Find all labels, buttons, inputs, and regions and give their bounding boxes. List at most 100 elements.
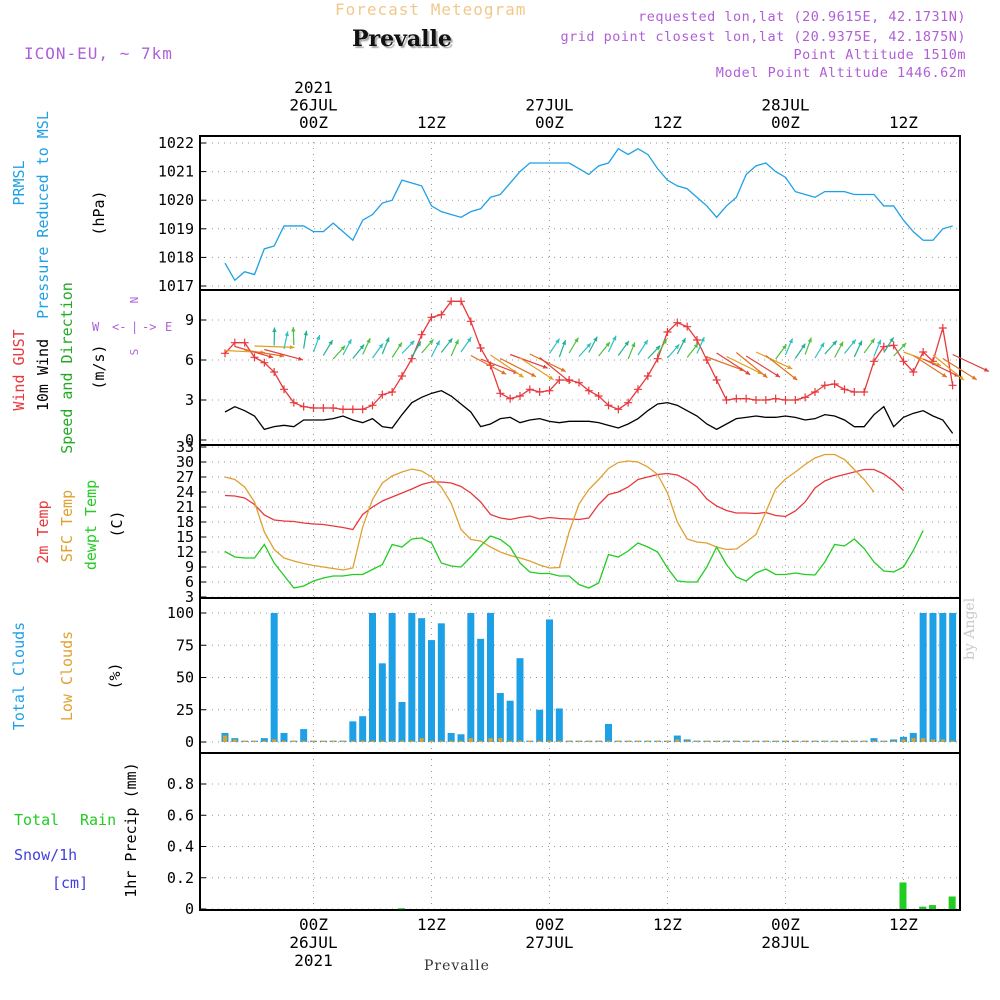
y-tick-label: 1020 — [158, 191, 194, 209]
gust-marker — [338, 405, 347, 414]
gust-marker — [810, 388, 819, 396]
wind-arrowhead — [624, 340, 629, 346]
wind-arrowhead — [839, 341, 844, 347]
time-label-top: 12Z — [653, 113, 682, 132]
time-label-bottom: 00Z — [771, 915, 800, 934]
low-clouds-bar — [694, 740, 699, 742]
low-clouds-bar — [301, 740, 306, 742]
gust-marker — [456, 297, 465, 306]
wind-arrow — [500, 357, 537, 378]
low-clouds-bar — [311, 740, 316, 742]
wind-arrowhead — [565, 378, 571, 383]
gust-marker — [860, 388, 869, 396]
wind-arrowhead — [518, 373, 524, 378]
wind-arrow — [765, 355, 798, 381]
wind-arrowhead — [693, 343, 699, 349]
gust-marker — [791, 396, 800, 404]
y-tick-label: 24 — [176, 483, 194, 501]
low-clouds-bar — [449, 740, 454, 742]
total-clouds-bar — [909, 732, 917, 742]
low-clouds-bar — [773, 740, 778, 742]
total-clouds-bar — [447, 732, 455, 742]
low-clouds-bar — [744, 740, 749, 742]
time-label-bottom: 00Z — [299, 915, 328, 934]
wind-arrowhead — [832, 340, 837, 346]
low-clouds-bar — [822, 740, 827, 742]
y-tick-label: 18 — [176, 513, 194, 531]
gust-marker — [584, 386, 593, 395]
gust-marker — [476, 344, 485, 352]
gust-marker — [604, 401, 613, 410]
gust-marker — [899, 357, 908, 366]
gust-marker — [289, 398, 298, 407]
panel-frame — [199, 597, 961, 754]
total-clouds-bar — [506, 700, 514, 742]
axis-label-total-clouds: Total Clouds — [10, 622, 28, 730]
gust-marker — [555, 376, 564, 384]
wind-arrow — [912, 354, 948, 378]
low-clouds-bar — [252, 740, 257, 742]
time-label-bottom: 2021 — [294, 951, 333, 970]
total-clouds-bar — [929, 613, 937, 742]
wind-arrows — [224, 326, 990, 384]
rain-bar — [928, 905, 936, 909]
wind-arrowhead — [454, 339, 459, 345]
time-label-top: 26JUL — [289, 96, 337, 115]
y-tick-label: 1021 — [158, 163, 194, 181]
wind-arrowhead — [782, 344, 787, 350]
y-tick-label: 9 — [185, 558, 194, 576]
legend-cm: [cm] — [52, 874, 88, 892]
axis-label-dewpt-temp: dewpt Temp — [82, 480, 100, 570]
gust-marker — [447, 297, 456, 306]
wind-arrowhead — [807, 337, 812, 343]
requested-coords: requested lon,lat (20.9615E, 42.1731N) — [638, 9, 966, 25]
legend-snow: Snow/1h — [14, 846, 77, 864]
gust-marker — [840, 385, 849, 394]
wind-arrowhead — [279, 353, 285, 358]
wind-arrow — [509, 353, 548, 369]
wind-arrowhead — [643, 339, 648, 345]
y-tick-label: 0 — [185, 733, 194, 751]
gust-marker — [643, 372, 652, 380]
wind-arrowhead — [631, 342, 636, 348]
time-label-top: 12Z — [889, 113, 918, 132]
low-clouds-bar — [635, 740, 640, 742]
wind-arrowhead — [560, 367, 566, 372]
total-clouds-bar — [496, 692, 504, 742]
gust-marker — [270, 368, 279, 376]
wind-arrowhead — [971, 375, 977, 380]
low-clouds-bar — [488, 738, 493, 742]
axis-label-wind: 10m Wind — [34, 339, 52, 411]
gust-marker — [515, 392, 524, 400]
gust-marker — [919, 348, 928, 356]
wind-arrowhead — [447, 338, 453, 344]
gust-marker — [329, 404, 338, 412]
time-label-bottom: 00Z — [535, 915, 564, 934]
wind-arrowhead — [340, 345, 346, 351]
wind-arrow — [735, 352, 768, 379]
low-clouds-bar — [478, 740, 483, 742]
gust-marker — [437, 310, 446, 319]
low-clouds-bar — [930, 739, 935, 742]
total-clouds-bar — [368, 613, 376, 742]
axis-label-sfc-temp: SFC Temp — [58, 490, 76, 562]
wind-arrowhead — [792, 375, 798, 381]
time-label-top: 00Z — [771, 113, 800, 132]
wind-arrow — [942, 357, 978, 381]
total-clouds-bar — [536, 709, 544, 742]
low-clouds-bar — [753, 740, 758, 742]
low-clouds-bar — [734, 740, 739, 742]
wind-arrowhead — [530, 372, 536, 377]
low-clouds-bar — [282, 740, 287, 742]
wind-arrow — [903, 351, 942, 367]
low-clouds-bar — [291, 740, 296, 742]
y-tick-label: 6 — [185, 573, 194, 591]
gust-marker — [722, 396, 731, 404]
time-label-top: 12Z — [417, 113, 446, 132]
gust-marker — [299, 402, 308, 411]
low-clouds-bar — [606, 740, 611, 742]
low-clouds-bar — [223, 735, 228, 742]
gust-marker — [427, 313, 436, 322]
total-clouds-bar — [280, 732, 288, 742]
wind-arrowhead — [347, 339, 352, 345]
